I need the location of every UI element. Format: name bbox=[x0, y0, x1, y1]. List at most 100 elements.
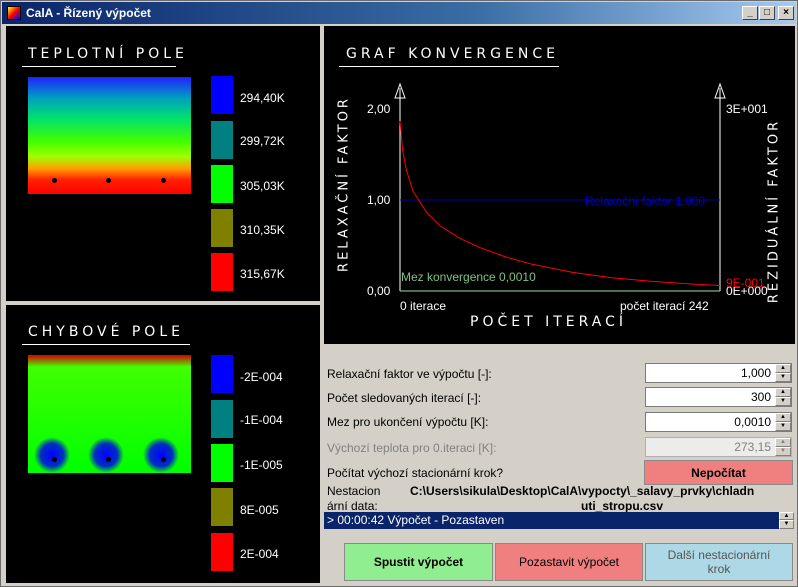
limit-value: 0,0010 bbox=[734, 415, 771, 429]
legend-value: -2E-004 bbox=[240, 370, 283, 384]
close-button[interactable]: × bbox=[778, 6, 794, 20]
data-file-path-2: uti_stropu.csv bbox=[581, 499, 664, 513]
data-file-path-1: C:\Users\sikula\Desktop\CalA\vypocty\_sa… bbox=[410, 484, 755, 498]
spin-up-icon: ▲ bbox=[775, 438, 791, 447]
scroll-up-icon[interactable]: ▲ bbox=[779, 512, 794, 520]
error-field-title: CHYBOVÉ POLE bbox=[28, 324, 184, 340]
legend-swatch bbox=[211, 253, 233, 291]
data-file-label-1: Nestacion bbox=[327, 484, 381, 498]
next-step-label-1: Další nestacionární bbox=[667, 548, 771, 562]
x-start-label: 0 iterace bbox=[400, 299, 447, 313]
next-step-button[interactable]: Další nestacionární krok bbox=[645, 543, 793, 581]
minimize-button[interactable]: _ bbox=[742, 6, 758, 20]
scroll-down-icon[interactable]: ▼ bbox=[779, 520, 794, 529]
spin-down-icon: ▼ bbox=[775, 447, 791, 456]
legend-value: 305,03K bbox=[240, 179, 285, 193]
relaxation-line-label: Relaxační faktor 1,000 bbox=[585, 194, 706, 208]
legend-value: 294,40K bbox=[240, 91, 285, 105]
legend-value: 8E-005 bbox=[240, 503, 279, 517]
pause-calculation-button[interactable]: Pozastavit výpočet bbox=[495, 543, 643, 581]
graph-title: GRAF KONVERGENCE bbox=[346, 46, 559, 62]
residual-current-label: 9E-001 bbox=[726, 276, 765, 290]
window-title: CalA - Řízený výpočet bbox=[26, 6, 151, 20]
iterations-input[interactable]: 300 ▲ ▼ bbox=[645, 387, 792, 407]
initial-temp-value: 273,15 bbox=[734, 440, 771, 454]
y-tick-label: 2,00 bbox=[367, 102, 391, 116]
legend-value: -1E-004 bbox=[240, 413, 283, 427]
legend-swatch bbox=[211, 165, 233, 203]
legend-swatch bbox=[211, 444, 233, 482]
pipe-marker bbox=[161, 178, 166, 183]
y2-tick-label: 3E+001 bbox=[726, 102, 768, 116]
initial-temp-label: Výchozí teplota pro 0.iteraci [K]: bbox=[327, 441, 497, 455]
legend-swatch bbox=[211, 533, 233, 571]
spin-down-icon[interactable]: ▼ bbox=[775, 373, 791, 382]
legend-value: 299,72K bbox=[240, 134, 285, 148]
convergence-graph-panel: GRAF KONVERGENCE RELAXAČNÍ FAKTOR REZIDU… bbox=[324, 26, 795, 344]
log-scrollbar[interactable]: ▲ ▼ bbox=[779, 512, 794, 529]
initial-temp-input: 273,15 ▲ ▼ bbox=[645, 437, 792, 457]
legend-value: 315,67K bbox=[240, 267, 285, 281]
temperature-field-image bbox=[28, 77, 191, 194]
stationary-step-label: Počítat výchozí stacionární krok? bbox=[327, 466, 504, 480]
convergence-limit-label: Mez konvergence 0,0010 bbox=[401, 270, 536, 284]
convergence-chart bbox=[394, 82, 726, 292]
spin-up-icon[interactable]: ▲ bbox=[775, 364, 791, 373]
relax-factor-spinner[interactable]: ▲ ▼ bbox=[775, 364, 791, 382]
limit-spinner[interactable]: ▲ ▼ bbox=[775, 413, 791, 431]
start-calculation-button[interactable]: Spustit výpočet bbox=[344, 543, 493, 581]
spin-up-icon[interactable]: ▲ bbox=[775, 413, 791, 422]
residual-curve bbox=[399, 121, 721, 286]
app-icon bbox=[7, 6, 21, 20]
temperature-field-panel: TEPLOTNÍ POLE 294,40K 299,72K 305,03K 31… bbox=[6, 26, 320, 301]
relax-factor-input[interactable]: 1,000 ▲ ▼ bbox=[645, 363, 792, 383]
legend-swatch bbox=[211, 121, 233, 159]
legend-swatch bbox=[211, 76, 233, 114]
iterations-label: Počet sledovaných iterací [-]: bbox=[327, 391, 482, 405]
stationary-step-toggle[interactable]: Nepočítat bbox=[644, 460, 793, 485]
pipe-marker bbox=[106, 178, 111, 183]
relax-factor-value: 1,000 bbox=[740, 366, 771, 380]
spin-up-icon[interactable]: ▲ bbox=[775, 388, 791, 397]
iterations-spinner[interactable]: ▲ ▼ bbox=[775, 388, 791, 406]
title-underline bbox=[22, 344, 190, 345]
maximize-button[interactable]: □ bbox=[759, 6, 775, 20]
limit-label: Mez pro ukončení výpočtu [K]: bbox=[327, 415, 489, 429]
next-step-label-2: krok bbox=[707, 562, 731, 576]
spin-down-icon[interactable]: ▼ bbox=[775, 397, 791, 406]
legend-swatch bbox=[211, 400, 233, 438]
pipe-marker bbox=[106, 457, 111, 462]
error-field-panel: CHYBOVÉ POLE -2E-004 -1E-004 -1E-005 8E-… bbox=[6, 305, 320, 583]
legend-swatch bbox=[211, 355, 233, 393]
x-axis-label: POČET ITERACÍ bbox=[470, 314, 628, 330]
spin-down-icon[interactable]: ▼ bbox=[775, 422, 791, 431]
right-axis-arrow-icon bbox=[714, 82, 726, 99]
legend-value: 2E-004 bbox=[240, 547, 279, 561]
title-bar[interactable]: CalA - Řízený výpočet _ □ × bbox=[2, 2, 796, 24]
legend-value: -1E-005 bbox=[240, 458, 283, 472]
pipe-marker bbox=[52, 178, 57, 183]
x-end-label: počet iterací 242 bbox=[620, 299, 709, 313]
pipe-marker bbox=[52, 457, 57, 462]
temperature-field-title: TEPLOTNÍ POLE bbox=[28, 46, 188, 62]
error-field-image bbox=[28, 355, 191, 473]
log-line[interactable]: > 00:00:42 Výpočet - Pozastaven bbox=[327, 513, 505, 527]
initial-temp-spinner: ▲ ▼ bbox=[775, 438, 791, 456]
left-axis-label: RELAXAČNÍ FAKTOR bbox=[336, 96, 352, 272]
y-tick-label: 0,00 bbox=[367, 284, 391, 298]
legend-value: 310,35K bbox=[240, 223, 285, 237]
y-tick-label: 1,00 bbox=[367, 193, 391, 207]
limit-input[interactable]: 0,0010 ▲ ▼ bbox=[645, 412, 792, 432]
data-file-label-2: ární data: bbox=[327, 499, 378, 513]
title-underline bbox=[339, 66, 559, 67]
log-listbox[interactable]: > 00:00:42 Výpočet - Pozastaven ▲ ▼ bbox=[324, 512, 794, 529]
left-axis-arrow-icon bbox=[394, 82, 406, 99]
y2-tick-label: 0E+000 bbox=[726, 284, 768, 298]
relax-factor-label: Relaxační faktor ve výpočtu [-]: bbox=[327, 367, 492, 381]
legend-swatch bbox=[211, 488, 233, 526]
legend-swatch bbox=[211, 209, 233, 247]
title-underline bbox=[22, 66, 176, 67]
right-axis-label: REZIDUÁLNÍ FAKTOR bbox=[766, 118, 782, 304]
iterations-value: 300 bbox=[750, 390, 771, 404]
